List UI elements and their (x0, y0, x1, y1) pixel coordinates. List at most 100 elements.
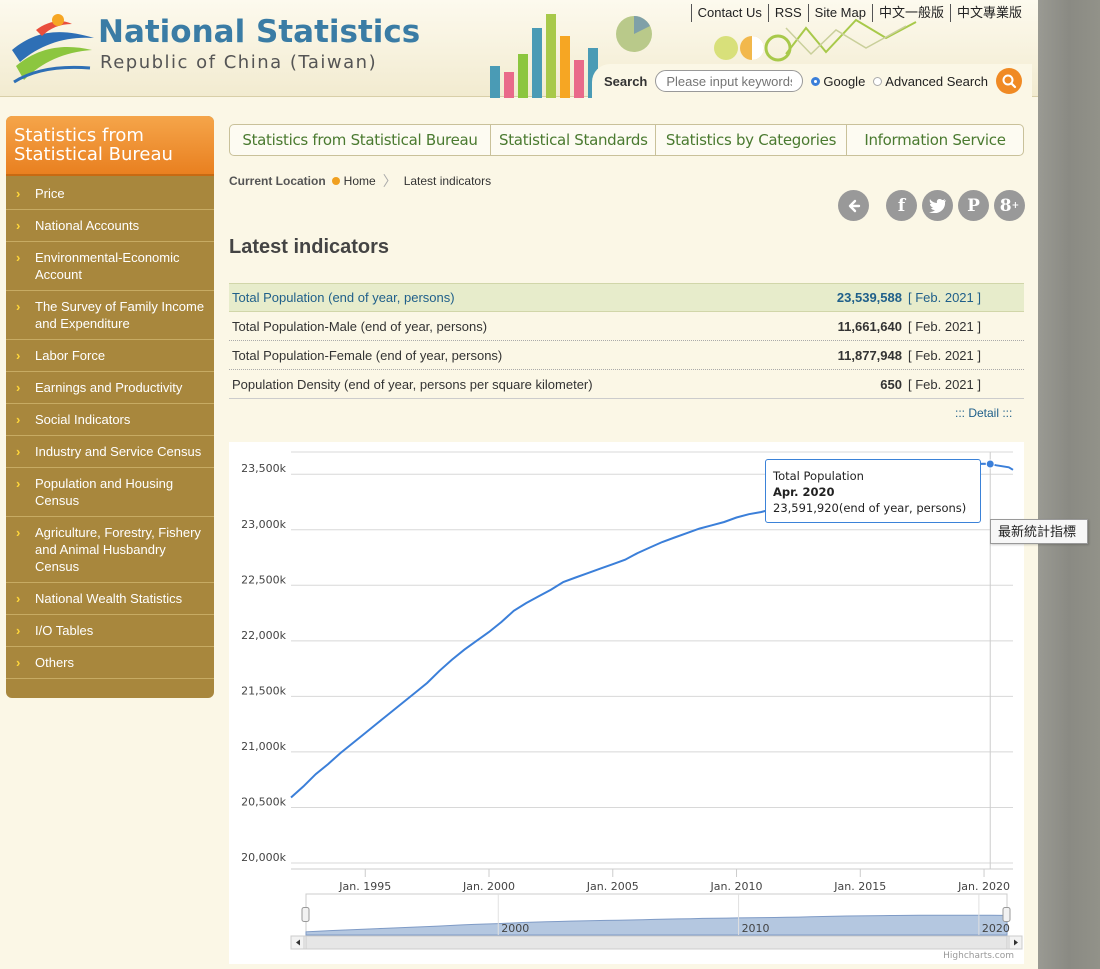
indicator-value: 11,661,640 (837, 318, 902, 334)
indicator-value: 23,539,588 (836, 290, 902, 305)
search-label: Search (604, 73, 648, 89)
sidebar-item[interactable]: › Earnings and Productivity (6, 372, 214, 404)
chevron-right-icon: › (16, 525, 21, 540)
x-tick-label: Jan. 1995 (338, 880, 391, 893)
chevron-right-icon: › (16, 412, 21, 427)
indicator-name: Total Population-Female (end of year, pe… (232, 347, 503, 363)
sidebar-item-label: Industry and Service Census (35, 444, 202, 459)
breadcrumb-current: Latest indicators (403, 174, 492, 188)
sidebar-item[interactable]: › Population and Housing Census (6, 468, 214, 517)
indicator-date: [ Feb. 2021 ] (908, 318, 981, 334)
tab-information-service[interactable]: Information Service (864, 131, 1006, 149)
sidebar-item[interactable]: › The Survey of Family Income and Expendi… (6, 291, 214, 340)
sidebar-item[interactable]: › Social Indicators (6, 404, 214, 436)
tab-statistical-standards[interactable]: Statistical Standards (491, 125, 656, 155)
site-title[interactable]: National Statistics (98, 14, 421, 50)
indicator-date: [ Feb. 2021 ] (908, 347, 981, 363)
indicator-row[interactable]: Total Population-Male (end of year, pers… (229, 312, 1024, 341)
google-plus-icon[interactable]: 8 + (994, 190, 1025, 221)
sidebar-item[interactable]: › Environmental-Economic Account (6, 242, 214, 291)
indicator-value-cell: 11,661,640 [ Feb. 2021 ] (794, 319, 1024, 334)
indicator-date: [ Feb. 2021 ] (908, 290, 981, 305)
advanced-search-radio-label[interactable]: Advanced Search (885, 73, 988, 89)
search-input[interactable] (655, 70, 804, 92)
breadcrumb-label: Current Location (229, 174, 326, 188)
page-title: Latest indicators (229, 236, 390, 258)
population-chart: 20,000k 20,500k 21,000k 21,500k 22,000k 22,50… (229, 442, 1024, 964)
sidebar-item-label: Price (35, 186, 65, 201)
sidebar-item-label: I/O Tables (35, 623, 94, 638)
chart-canvas: 20,000k 20,500k 21,000k 21,500k 22,000k 22,50… (241, 451, 1023, 950)
navigator-left-handle[interactable] (301, 907, 310, 922)
facebook-icon[interactable]: f (886, 190, 917, 221)
back-icon[interactable] (838, 190, 869, 221)
sidebar-item-label: Agriculture, Forestry, Fishery and Anima… (35, 525, 201, 574)
top-link-chinese-general[interactable]: 中文一般版 (871, 4, 950, 22)
indicator-row[interactable]: Total Population-Female (end of year, pe… (229, 341, 1024, 370)
search-bar: Search Google Advanced Search (592, 64, 1032, 98)
sidebar-item-label: Population and Housing Census (35, 476, 174, 508)
navigator-tick-label: 2000 (501, 922, 529, 935)
page: National Statistics Republic of China (T… (0, 0, 1038, 969)
tab-statistics-from-bureau[interactable]: Statistics from Statistical Bureau (230, 125, 491, 155)
navigator-right-handle[interactable] (1002, 907, 1011, 922)
header: National Statistics Republic of China (T… (0, 0, 1038, 98)
sidebar-item[interactable]: › Price (6, 178, 214, 210)
top-link-chinese-professional[interactable]: 中文專業版 (949, 4, 1028, 22)
google-radio[interactable] (811, 76, 821, 86)
sidebar-item[interactable]: › I/O Tables (6, 615, 214, 647)
google-radio-label[interactable]: Google (823, 73, 866, 89)
sidebar-item-label: National Wealth Statistics (35, 591, 183, 606)
x-tick-label: Jan. 2000 (462, 880, 515, 893)
site-subtitle: Republic of China (Taiwan) (100, 52, 378, 73)
highlight-point[interactable] (985, 459, 995, 469)
sidebar: Statistics from Statistical Bureau › Pric… (6, 116, 214, 698)
sidebar-title-line2: Statistical Bureau (14, 144, 173, 165)
indicator-row[interactable]: Total Population (end of year, persons) 2… (229, 283, 1024, 312)
breadcrumb-home[interactable]: Home (343, 174, 376, 188)
sidebar-title: Statistics from Statistical Bureau (14, 126, 209, 164)
y-tick-label: 23,500k (241, 462, 286, 475)
browser-background (1038, 0, 1100, 969)
x-tick-label: Jan. 2005 (586, 880, 639, 893)
logo-icon[interactable] (6, 10, 98, 90)
indicator-row[interactable]: Population Density (end of year, persons… (229, 370, 1024, 399)
sidebar-item[interactable]: › Agriculture, Forestry, Fishery and Anim… (6, 517, 214, 583)
x-tick-label: Jan. 2020 (957, 880, 1010, 893)
sidebar-header[interactable]: Statistics from Statistical Bureau (6, 116, 214, 176)
indicator-date: [ Feb. 2021 ] (908, 376, 981, 392)
top-links: Contact Us RSS Site Map 中文一般版 中文專業版 (690, 4, 1028, 22)
top-link-rss[interactable]: RSS (767, 4, 808, 22)
scrollbar-thumb[interactable] (305, 935, 1008, 950)
sidebar-item-label: Others (35, 655, 75, 670)
indicator-value: 650 (880, 376, 902, 392)
advanced-search-radio[interactable] (873, 76, 883, 86)
sidebar-title-line1: Statistics from (14, 125, 144, 146)
navigator-series-area (305, 914, 1008, 936)
breadcrumb-dot-icon (331, 177, 340, 185)
sidebar-item[interactable]: › Others (6, 647, 214, 679)
chevron-right-icon: › (16, 444, 21, 459)
sidebar-item[interactable]: › National Wealth Statistics (6, 583, 214, 615)
chevron-right-icon: › (16, 250, 21, 265)
highcharts-credit[interactable]: Highcharts.com (943, 951, 1014, 961)
tab-statistics-by-categories[interactable]: Statistics by Categories (656, 125, 847, 155)
detail-link[interactable]: ::: Detail ::: (955, 406, 1013, 420)
sidebar-item-label: Social Indicators (35, 412, 131, 427)
search-button[interactable] (995, 68, 1022, 94)
y-tick-label: 22,000k (241, 629, 286, 642)
y-tick-label: 23,000k (241, 518, 286, 531)
main-nav: Statistics from Statistical Bureau Stati… (229, 124, 1024, 156)
sidebar-item[interactable]: › Labor Force (6, 340, 214, 372)
latest-indicator-tooltip: 最新統計指標 (990, 519, 1088, 544)
share-icons: f P 8 + (838, 190, 1030, 221)
sidebar-item[interactable]: › National Accounts (6, 210, 214, 242)
sidebar-item[interactable]: › Industry and Service Census (6, 436, 214, 468)
indicator-value-cell: 650 [ Feb. 2021 ] (794, 377, 1024, 392)
sidebar-item-label: Environmental-Economic Account (35, 250, 180, 282)
top-link-site-map[interactable]: Site Map (807, 4, 872, 22)
pinterest-icon[interactable]: P (958, 190, 989, 221)
navigator[interactable]: 2000 2010 2020 (290, 893, 1023, 950)
top-link-contact-us[interactable]: Contact Us (690, 4, 768, 22)
twitter-icon[interactable] (922, 190, 953, 221)
